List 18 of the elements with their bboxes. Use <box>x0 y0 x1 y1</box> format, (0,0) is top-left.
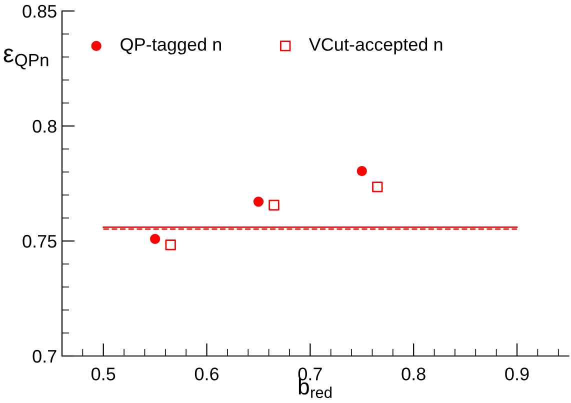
y-tick-label: 0.7 <box>32 350 56 363</box>
legend-label: VCut-accepted n <box>308 38 442 54</box>
y-axis-title: ε$_{QPn}$ <box>4 48 48 70</box>
point <box>356 166 367 176</box>
x-tick-label: 0.6 <box>194 368 219 380</box>
point <box>372 182 383 192</box>
point <box>150 234 160 244</box>
x-tick-label: 0.5 <box>92 368 116 380</box>
y-tick-label: 0.75 <box>22 234 56 248</box>
point <box>253 196 264 207</box>
x-tick-label: 0.7 <box>298 368 322 380</box>
x-tick-label: 0.8 <box>402 368 426 380</box>
legend-label: QP-tagged n <box>120 38 221 54</box>
point <box>165 240 176 250</box>
y-tick-label: 0.8 <box>32 120 56 133</box>
point <box>268 200 280 210</box>
y-tick-label: 0.85 <box>22 4 56 18</box>
x-tick-label: 0.9 <box>505 368 529 380</box>
